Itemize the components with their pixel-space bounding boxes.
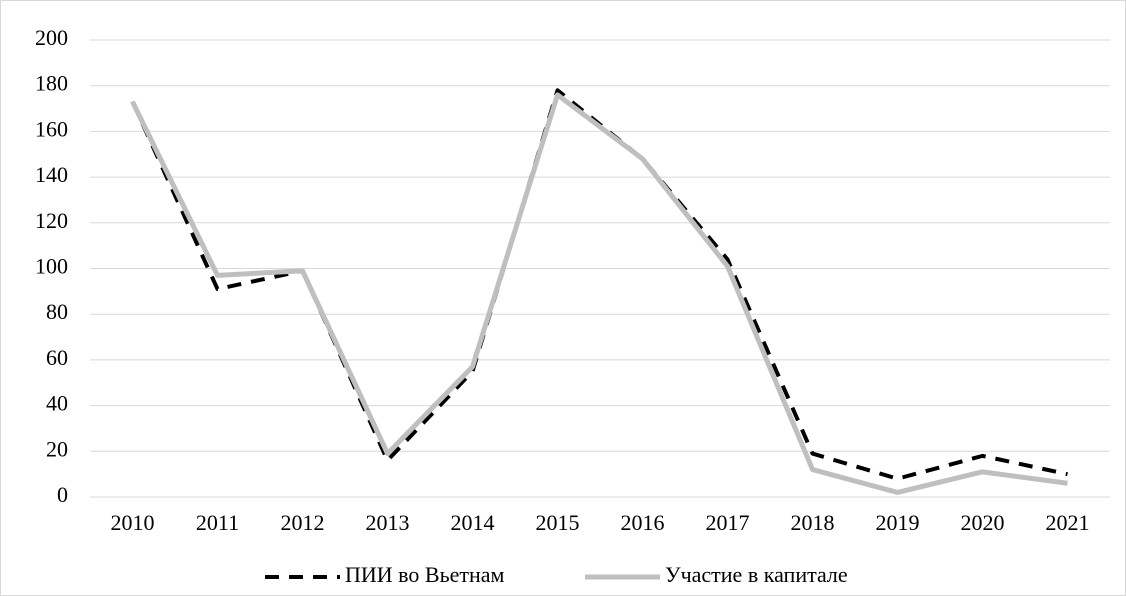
x-tick-label: 2010 [111, 510, 155, 535]
x-tick-label: 2019 [876, 510, 920, 535]
x-tick-label: 2017 [706, 510, 750, 535]
x-tick-label: 2015 [536, 510, 580, 535]
y-tick-label: 180 [35, 71, 68, 96]
y-tick-label: 60 [46, 345, 68, 370]
y-tick-label: 120 [35, 208, 68, 233]
x-tick-label: 2014 [451, 510, 495, 535]
y-tick-label: 140 [35, 162, 68, 187]
x-tick-label: 2012 [281, 510, 325, 535]
x-tick-label: 2016 [621, 510, 665, 535]
x-tick-label: 2018 [791, 510, 835, 535]
y-tick-label: 200 [35, 25, 68, 50]
y-tick-label: 100 [35, 254, 68, 279]
y-tick-label: 0 [57, 482, 68, 507]
y-tick-label: 20 [46, 436, 68, 461]
x-tick-label: 2020 [961, 510, 1005, 535]
legend-label: ПИИ во Вьетнам [345, 562, 505, 587]
y-tick-label: 80 [46, 299, 68, 324]
legend-label: Участие в капитале [665, 562, 848, 587]
line-series [130, 92, 1068, 495]
x-tick-label: 2013 [366, 510, 410, 535]
x-tick-label: 2021 [1046, 510, 1090, 535]
y-tick-label: 40 [46, 391, 68, 416]
x-tick-label: 2011 [196, 510, 239, 535]
y-tick-label: 160 [35, 116, 68, 141]
